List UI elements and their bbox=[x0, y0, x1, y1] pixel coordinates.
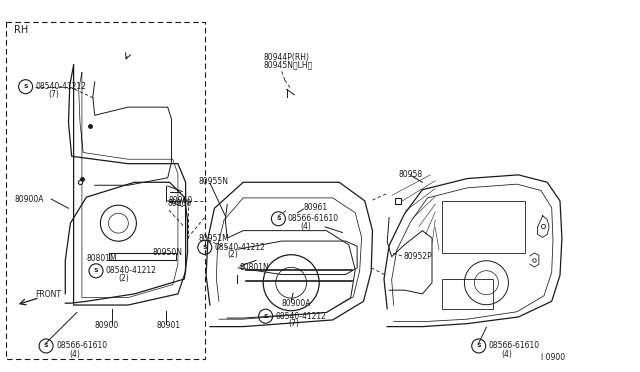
Text: S: S bbox=[23, 84, 28, 89]
Text: S: S bbox=[202, 245, 207, 250]
Text: 08540-41212: 08540-41212 bbox=[275, 312, 326, 321]
Text: S: S bbox=[93, 268, 99, 273]
Text: (4): (4) bbox=[301, 222, 312, 231]
Text: 80950N: 80950N bbox=[152, 248, 182, 257]
Text: 08566-61610: 08566-61610 bbox=[489, 341, 540, 350]
Text: S: S bbox=[263, 314, 268, 319]
Text: 08540-41212: 08540-41212 bbox=[106, 266, 156, 275]
Bar bbox=[6, 22, 205, 359]
Text: FRONT: FRONT bbox=[35, 290, 61, 299]
Text: 80900: 80900 bbox=[95, 321, 119, 330]
Text: 80960: 80960 bbox=[168, 199, 192, 208]
Text: S: S bbox=[44, 343, 49, 349]
Text: 08566-61610: 08566-61610 bbox=[288, 214, 339, 223]
Text: S: S bbox=[476, 343, 481, 349]
Text: 80945N〈LH〉: 80945N〈LH〉 bbox=[264, 61, 313, 70]
Text: (2): (2) bbox=[118, 275, 129, 283]
Text: (4): (4) bbox=[502, 350, 513, 359]
Text: I 0900: I 0900 bbox=[541, 353, 565, 362]
Text: 08566-61610: 08566-61610 bbox=[56, 341, 108, 350]
Text: 80944P(RH): 80944P(RH) bbox=[264, 53, 310, 62]
Text: 08540-41212: 08540-41212 bbox=[35, 82, 86, 91]
Text: 80961: 80961 bbox=[304, 203, 328, 212]
Text: 80801N: 80801N bbox=[240, 263, 269, 272]
Text: (7): (7) bbox=[288, 319, 299, 328]
Text: 08540-41212: 08540-41212 bbox=[214, 243, 265, 252]
Text: 80900A: 80900A bbox=[282, 299, 311, 308]
Bar bbox=[442, 201, 525, 253]
Text: 80901: 80901 bbox=[157, 321, 181, 330]
Bar bbox=[442, 279, 493, 309]
Text: (4): (4) bbox=[69, 350, 80, 359]
Text: 80801M: 80801M bbox=[86, 254, 117, 263]
Text: S: S bbox=[276, 216, 281, 221]
Text: 80900A: 80900A bbox=[14, 195, 44, 203]
Text: RH: RH bbox=[14, 25, 28, 35]
Text: 80951M: 80951M bbox=[198, 234, 229, 243]
Text: 80955N: 80955N bbox=[198, 177, 228, 186]
Text: 80960: 80960 bbox=[168, 196, 193, 205]
Text: 80958: 80958 bbox=[398, 170, 422, 179]
Text: (7): (7) bbox=[48, 90, 59, 99]
Text: 80952P: 80952P bbox=[403, 252, 432, 261]
Text: (2): (2) bbox=[227, 250, 238, 259]
